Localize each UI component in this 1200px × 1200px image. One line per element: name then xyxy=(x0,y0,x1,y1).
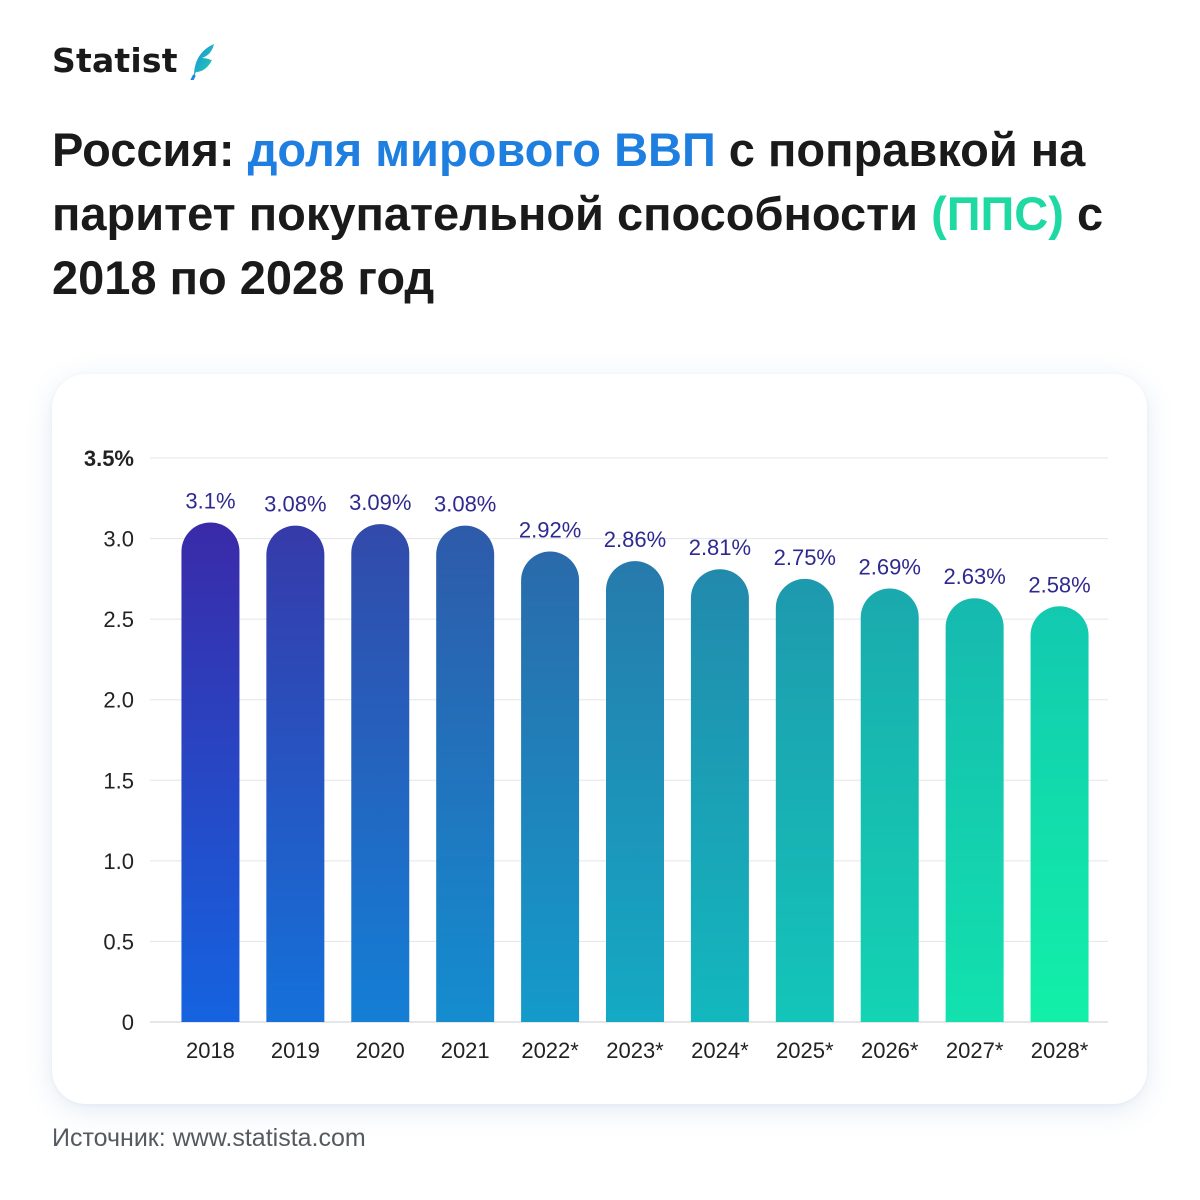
bar-value-label: 3.09% xyxy=(349,490,411,515)
x-tick-label: 2019 xyxy=(271,1038,320,1063)
x-tick-label: 2022* xyxy=(521,1038,579,1063)
bar xyxy=(690,569,749,1022)
bar-value-label: 2.69% xyxy=(859,555,921,580)
bar-value-label: 2.81% xyxy=(689,535,751,560)
page-title: Россия: доля мирового ВВП с поправкой на… xyxy=(52,118,1162,310)
x-tick-label: 2027* xyxy=(946,1038,1004,1063)
brand-name: Statist xyxy=(52,40,178,80)
x-tick-label: 2026* xyxy=(861,1038,919,1063)
y-tick-label: 2.0 xyxy=(103,688,134,713)
bar xyxy=(266,525,325,1022)
bar-value-label: 2.58% xyxy=(1028,572,1090,597)
bar-value-label: 2.75% xyxy=(774,545,836,570)
brand: Statist xyxy=(52,40,218,80)
bar-value-label: 3.08% xyxy=(264,492,326,517)
title-part-period: с 2018 по 2028 год xyxy=(52,187,1104,304)
bar xyxy=(181,522,240,1022)
source-note: Источник: www.statista.com xyxy=(52,1124,366,1152)
y-tick-label: 2.5 xyxy=(103,607,134,632)
x-tick-label: 2023* xyxy=(606,1038,664,1063)
title-part-gdp-share: доля мирового ВВП xyxy=(247,123,716,176)
x-tick-label: 2024* xyxy=(691,1038,749,1063)
title-part-ppp-abbr: (ППС) xyxy=(931,187,1064,240)
y-tick-label: 0.5 xyxy=(103,929,134,954)
y-tick-label: 3.5% xyxy=(84,446,134,471)
x-tick-label: 2021 xyxy=(441,1038,490,1063)
y-tick-label: 3.0 xyxy=(103,527,134,552)
feather-logo-icon xyxy=(190,44,214,80)
bar-value-label: 2.63% xyxy=(943,564,1005,589)
x-tick-label: 2020 xyxy=(356,1038,405,1063)
y-tick-label: 0 xyxy=(122,1010,134,1035)
bar-value-label: 2.86% xyxy=(604,527,666,552)
bar-chart: 0 0.5 1.0 1.5 2.0 2.5 3.0 3.5% 3.1% 2018 3.08% 2019… xyxy=(84,446,1108,1063)
bar-value-label: 2.92% xyxy=(519,517,581,542)
bar-value-label: 3.1% xyxy=(185,488,235,513)
x-tick-label: 2025* xyxy=(776,1038,834,1063)
bar xyxy=(436,525,495,1022)
chart-card: 0 0.5 1.0 1.5 2.0 2.5 3.0 3.5% 3.1% 2018 3.08% 2019… xyxy=(52,374,1147,1104)
bar xyxy=(860,588,919,1022)
bar xyxy=(351,524,410,1022)
title-part-ppp: с поправкой на паритет покупательной спо… xyxy=(52,123,1086,240)
bar xyxy=(521,551,580,1022)
x-tick-label: 2028* xyxy=(1031,1038,1089,1063)
y-tick-label: 1.0 xyxy=(103,849,134,874)
bar xyxy=(945,598,1004,1022)
title-part-country: Россия: xyxy=(52,123,248,176)
bar xyxy=(775,578,834,1022)
x-tick-label: 2018 xyxy=(186,1038,235,1063)
bar-value-label: 3.08% xyxy=(434,492,496,517)
bar xyxy=(606,561,664,1022)
bar xyxy=(1030,606,1089,1022)
y-tick-label: 1.5 xyxy=(103,768,134,793)
